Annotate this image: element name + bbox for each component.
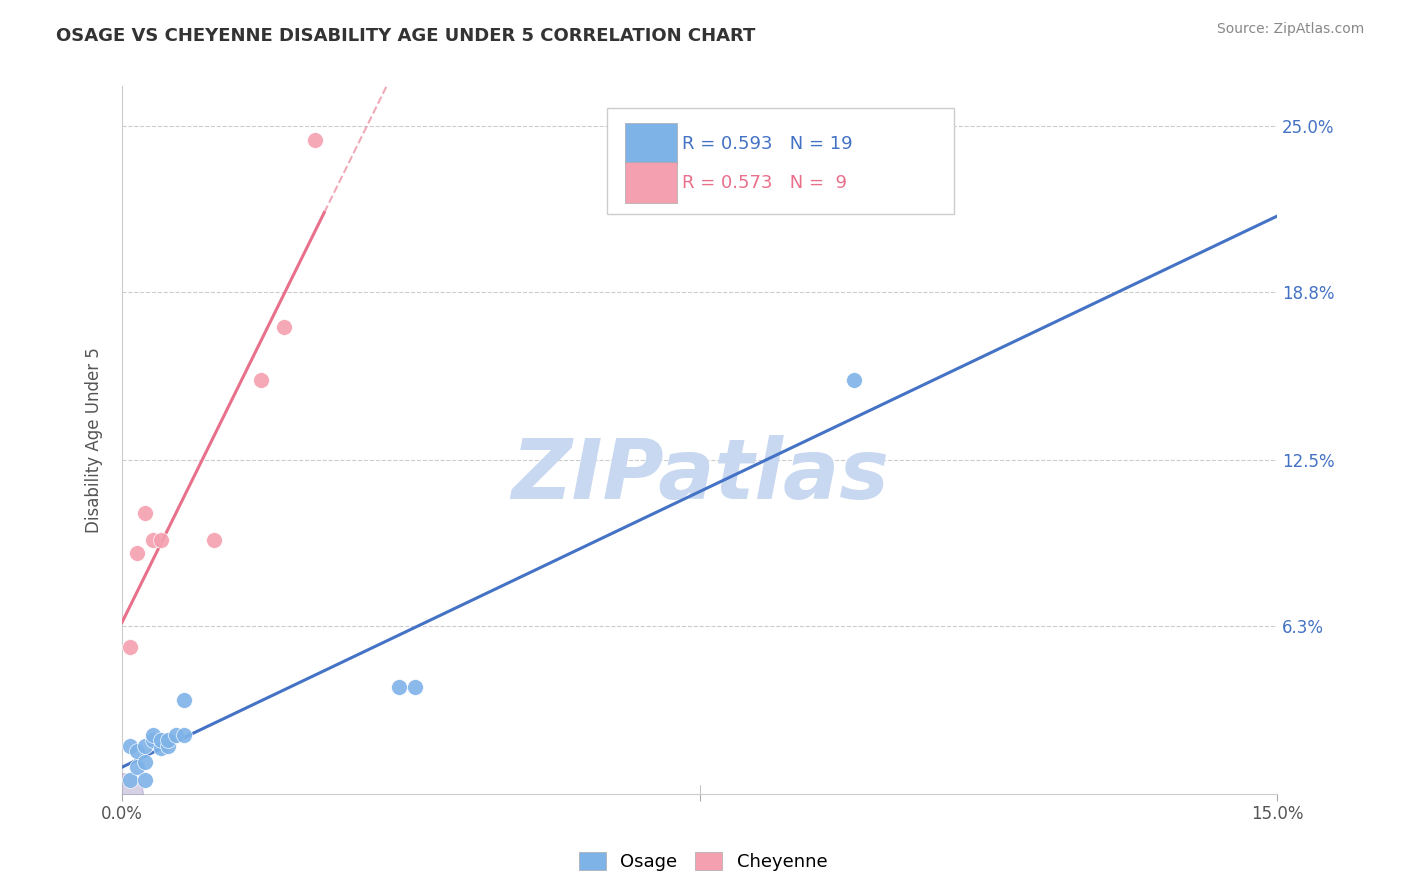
Point bbox=[149, 733, 172, 747]
Point bbox=[149, 533, 172, 548]
Point bbox=[165, 728, 187, 742]
Point bbox=[157, 739, 180, 753]
Point bbox=[118, 640, 141, 654]
Point bbox=[142, 733, 165, 747]
Point bbox=[127, 546, 149, 560]
Point bbox=[142, 728, 165, 742]
Point bbox=[304, 133, 326, 147]
Legend: Osage, Cheyenne: Osage, Cheyenne bbox=[571, 845, 835, 879]
Point bbox=[134, 755, 156, 769]
Point bbox=[204, 533, 226, 548]
Text: ZIPatlas: ZIPatlas bbox=[510, 435, 889, 516]
Point bbox=[173, 728, 195, 742]
Point bbox=[134, 739, 156, 753]
Point bbox=[142, 533, 165, 548]
Text: Source: ZipAtlas.com: Source: ZipAtlas.com bbox=[1216, 22, 1364, 37]
Point bbox=[127, 760, 149, 774]
Point bbox=[118, 739, 141, 753]
Point bbox=[118, 773, 141, 788]
Point bbox=[842, 373, 865, 387]
Point bbox=[404, 680, 426, 694]
Point bbox=[173, 693, 195, 707]
Y-axis label: Disability Age Under 5: Disability Age Under 5 bbox=[86, 347, 103, 533]
Point bbox=[249, 373, 271, 387]
FancyBboxPatch shape bbox=[624, 123, 676, 164]
Point bbox=[149, 741, 172, 756]
Point bbox=[157, 733, 180, 747]
Text: R = 0.573   N =  9: R = 0.573 N = 9 bbox=[682, 174, 848, 192]
Text: R = 0.593   N = 19: R = 0.593 N = 19 bbox=[682, 135, 853, 153]
Point bbox=[388, 680, 411, 694]
FancyBboxPatch shape bbox=[607, 108, 953, 214]
Point bbox=[134, 773, 156, 788]
Point bbox=[127, 744, 149, 758]
Text: OSAGE VS CHEYENNE DISABILITY AGE UNDER 5 CORRELATION CHART: OSAGE VS CHEYENNE DISABILITY AGE UNDER 5… bbox=[56, 27, 755, 45]
Point bbox=[111, 787, 134, 801]
Point bbox=[134, 507, 156, 521]
Point bbox=[273, 319, 295, 334]
FancyBboxPatch shape bbox=[624, 162, 676, 203]
